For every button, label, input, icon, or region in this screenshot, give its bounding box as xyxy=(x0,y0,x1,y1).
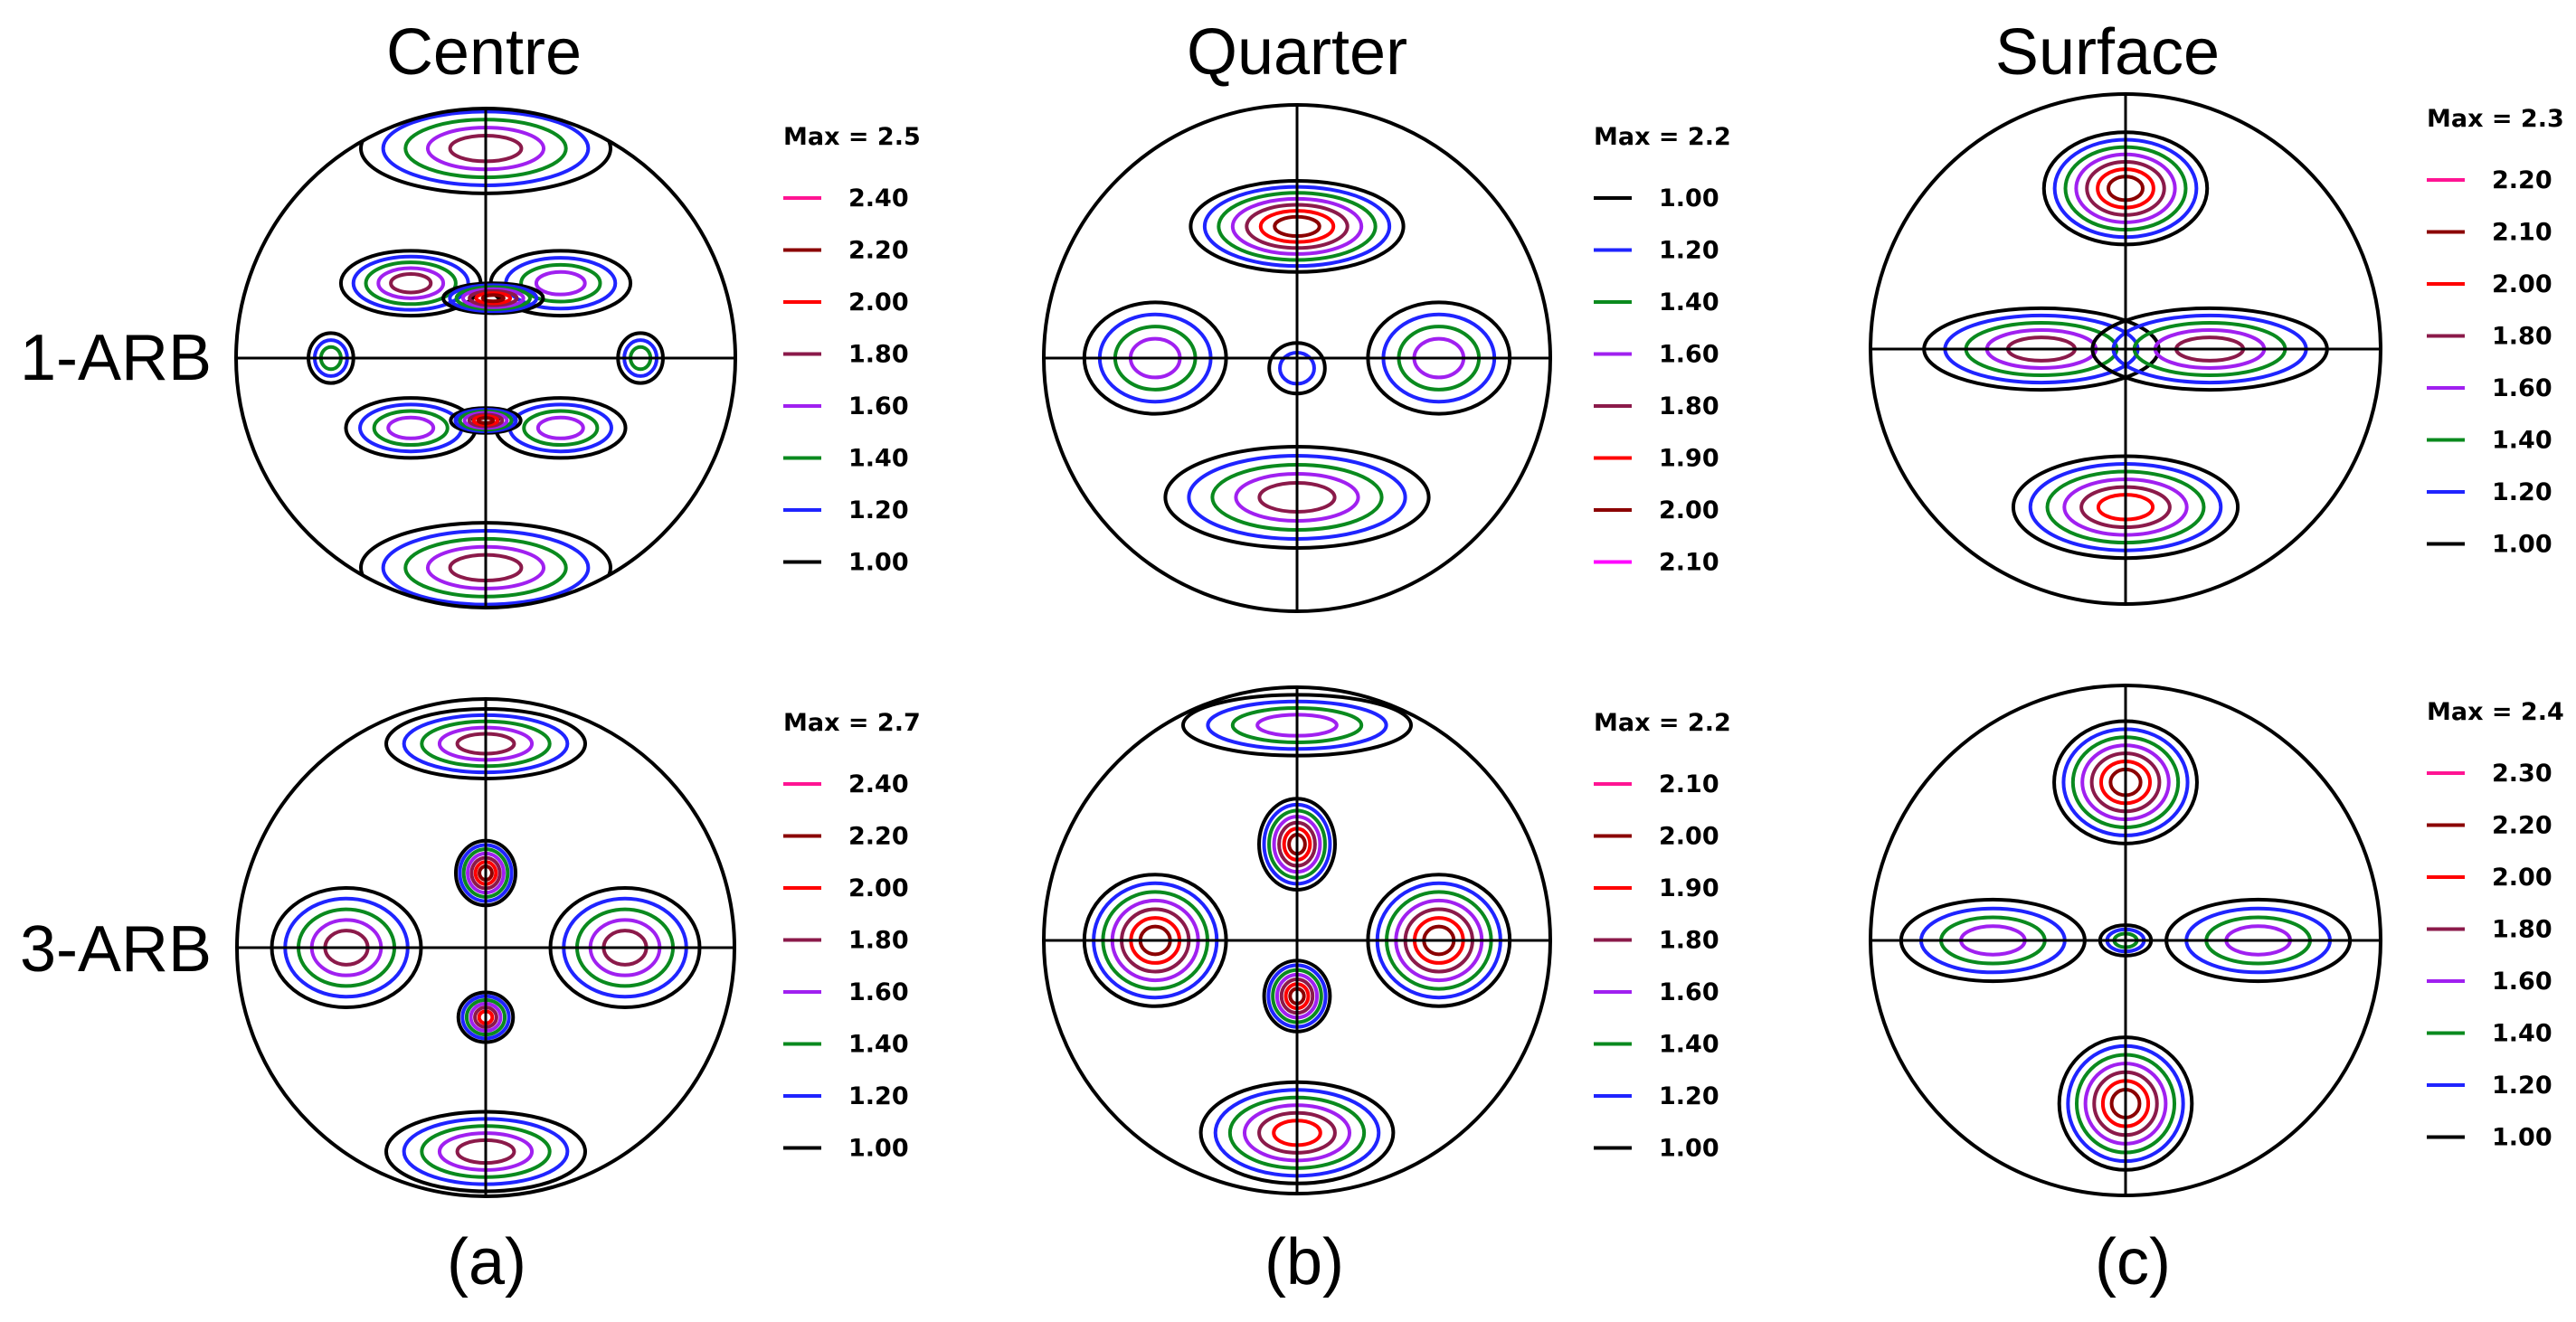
legend-label: 1.60 xyxy=(2492,374,2552,402)
legend-label: 1.00 xyxy=(2492,1124,2552,1152)
pole-figure-3: Max = 2.3 2.20 2.10 2.00 1.80 1.60 1.40 1.20 1.0… xyxy=(1869,92,2564,606)
legend-label: 1.60 xyxy=(1659,341,1719,369)
contour-line xyxy=(522,409,600,447)
legend-label: 1.00 xyxy=(2492,531,2552,559)
contour-line xyxy=(441,281,545,316)
legend-label: 1.40 xyxy=(2492,1020,2552,1048)
pole-figure-5: Max = 2.2 2.10 2.00 1.90 1.80 1.60 1.40 1.20 1.0… xyxy=(1042,685,1731,1195)
column-title-centre: Centre xyxy=(386,16,582,89)
legend-label: 1.40 xyxy=(2492,427,2552,455)
panel-label-c: (c) xyxy=(2095,1226,2171,1298)
max-label: Max = 2.2 xyxy=(1594,123,1731,151)
legend-label: 1.80 xyxy=(1659,392,1719,420)
legend-label: 1.00 xyxy=(1659,184,1719,212)
legend-label: 1.00 xyxy=(1659,1135,1719,1163)
legend-label: 1.20 xyxy=(2492,478,2552,506)
legend-label: 1.90 xyxy=(1659,445,1719,473)
column-title-surface: Surface xyxy=(1995,16,2220,89)
legend-label: 1.20 xyxy=(848,496,909,524)
contour-line xyxy=(480,293,506,304)
legend-label: 2.20 xyxy=(848,237,909,265)
contour-line xyxy=(386,415,436,440)
legend-label: 1.80 xyxy=(1659,927,1719,955)
pole-figure-1: Max = 2.5 2.40 2.20 2.00 1.80 1.60 1.40 1.20 1.0… xyxy=(234,107,921,609)
contour-line xyxy=(454,285,532,311)
legend-label: 1.90 xyxy=(1659,874,1719,902)
legend-label: 1.60 xyxy=(848,978,909,1006)
contour-line xyxy=(351,254,470,312)
legend-label: 1.40 xyxy=(1659,288,1719,316)
max-label: Max = 2.4 xyxy=(2427,698,2564,726)
row-label-1-arb: 1-ARB xyxy=(20,322,212,394)
panel-label-a: (a) xyxy=(447,1226,526,1298)
contour-line xyxy=(448,283,539,314)
pole-figure-panels: Max = 2.5 2.40 2.20 2.00 1.80 1.60 1.40 1.20 1.0… xyxy=(234,92,2564,1198)
contour-line xyxy=(372,409,450,447)
contour-line xyxy=(519,262,602,304)
legend-label: 2.20 xyxy=(2492,812,2552,840)
legend-label: 1.60 xyxy=(848,392,909,420)
legend-label: 2.00 xyxy=(1659,823,1719,851)
pole-figure-outline xyxy=(234,107,737,609)
max-label: Max = 2.7 xyxy=(783,709,921,737)
max-label: Max = 2.2 xyxy=(1594,709,1731,737)
legend-label: 1.40 xyxy=(1659,1031,1719,1059)
contour-line xyxy=(364,260,458,307)
pole-figure-outline xyxy=(1869,684,2382,1197)
pole-figure-6: Max = 2.4 2.30 2.20 2.00 1.80 1.60 1.40 1.20 1.0… xyxy=(1869,684,2564,1197)
legend-label: 2.20 xyxy=(848,823,909,851)
legend-label: 1.80 xyxy=(848,927,909,955)
legend-label: 1.60 xyxy=(2492,968,2552,996)
legend-label: 2.00 xyxy=(848,874,909,902)
legend-label: 2.10 xyxy=(2492,219,2552,247)
legend-label: 1.80 xyxy=(2492,916,2552,944)
legend-label: 1.00 xyxy=(848,549,909,577)
legend-label: 2.00 xyxy=(2492,864,2552,892)
legend-label: 2.00 xyxy=(1659,496,1719,524)
legend-label: 2.40 xyxy=(848,770,909,798)
column-title-quarter: Quarter xyxy=(1187,16,1407,89)
legend-label: 2.30 xyxy=(2492,760,2552,788)
pole-figure-outline xyxy=(1042,685,1552,1195)
pole-figure-2: Max = 2.2 1.00 1.20 1.40 1.60 1.80 1.90 2.00 2.1… xyxy=(1042,103,1731,613)
legend-label: 1.40 xyxy=(848,445,909,473)
legend-label: 1.20 xyxy=(1659,1082,1719,1110)
legend-label: 2.20 xyxy=(2492,166,2552,194)
contour-line xyxy=(389,271,433,295)
legend-label: 2.00 xyxy=(848,288,909,316)
contour-line xyxy=(534,269,587,297)
legend-label: 1.20 xyxy=(848,1082,909,1110)
pole-figure-4: Max = 2.7 2.40 2.20 2.00 1.80 1.60 1.40 1.20 1.0… xyxy=(235,697,921,1198)
row-label-3-arb: 3-ARB xyxy=(20,913,212,986)
legend-label: 1.20 xyxy=(1659,237,1719,265)
panel-label-b: (b) xyxy=(1264,1226,1344,1298)
max-label: Max = 2.3 xyxy=(2427,105,2564,133)
contour-line xyxy=(460,287,526,309)
legend-label: 1.40 xyxy=(848,1031,909,1059)
pole-figure-outline xyxy=(235,697,736,1198)
legend-label: 1.80 xyxy=(848,341,909,369)
legend-label: 2.10 xyxy=(1659,549,1719,577)
max-label: Max = 2.5 xyxy=(783,123,921,151)
contour-line xyxy=(468,288,519,307)
legend-label: 2.00 xyxy=(2492,270,2552,298)
legend-label: 1.00 xyxy=(848,1135,909,1163)
pole-figure-outline xyxy=(1869,92,2382,606)
legend-label: 1.80 xyxy=(2492,323,2552,351)
legend-label: 1.20 xyxy=(2492,1072,2552,1100)
legend-label: 2.10 xyxy=(1659,770,1719,798)
contour-line xyxy=(535,415,585,440)
contour-line xyxy=(474,291,513,306)
pole-figure-outline xyxy=(1042,103,1552,613)
contour-line xyxy=(376,266,446,300)
legend-label: 2.40 xyxy=(848,184,909,212)
legend-label: 1.60 xyxy=(1659,978,1719,1006)
